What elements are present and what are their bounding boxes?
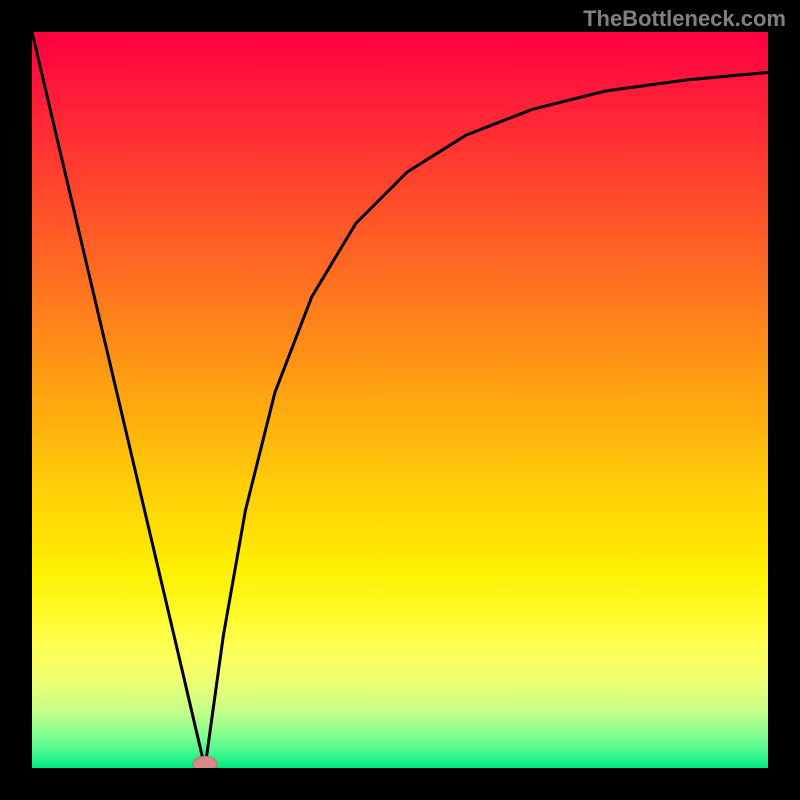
chart-container: TheBottleneck.com <box>0 0 800 800</box>
watermark-text: TheBottleneck.com <box>583 6 786 32</box>
plot-background <box>32 32 768 768</box>
chart-svg <box>0 0 800 800</box>
